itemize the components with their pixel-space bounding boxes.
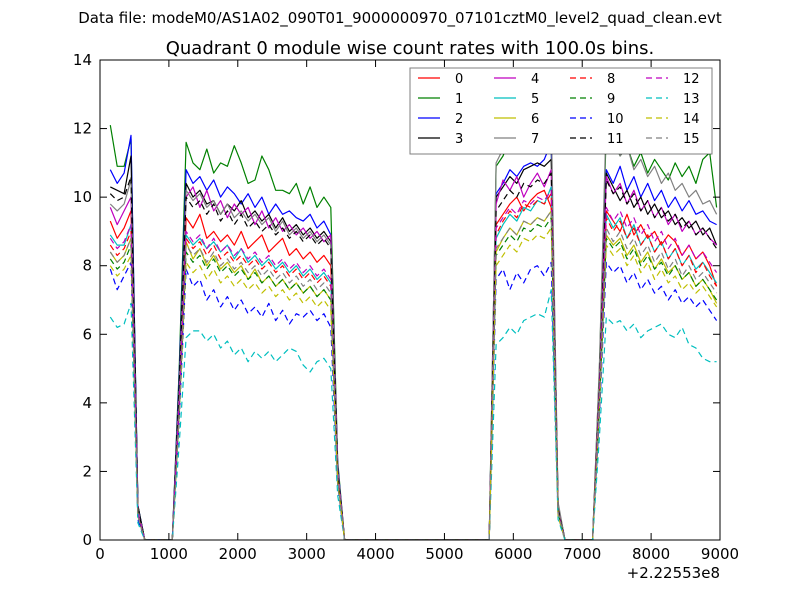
series-line-5 — [109, 186, 718, 540]
axis-ticks: 0 1000 2000 3000 4000 5000 6000 7000 8000 9000 0 2 4… — [73, 51, 739, 563]
legend-item-6: 6 — [494, 112, 539, 127]
y-tick-label: 14 — [73, 51, 92, 69]
legend-label: 10 — [607, 112, 624, 127]
legend-item-11: 11 — [570, 132, 624, 147]
legend-item-1: 1 — [418, 92, 463, 107]
legend-label: 13 — [683, 92, 700, 107]
series-line-3 — [110, 155, 718, 540]
y-tick-label: 4 — [82, 394, 92, 412]
y-tick-label: 6 — [82, 325, 92, 343]
x-tick-label: 4000 — [356, 545, 394, 563]
legend-label: 2 — [455, 112, 463, 127]
legend-label: 1 — [455, 92, 463, 107]
chart-title: Quadrant 0 module wise count rates with … — [166, 38, 655, 59]
x-tick-label: 0 — [95, 545, 105, 563]
y-tick-label: 0 — [82, 531, 92, 549]
legend-label: 9 — [607, 92, 615, 107]
series-line-10 — [109, 261, 718, 540]
legend-label: 3 — [455, 132, 463, 147]
legend-item-2: 2 — [418, 112, 463, 127]
legend-label: 8 — [607, 72, 615, 87]
data-file-header: Data file: modeM0/AS1A02_090T01_90000009… — [78, 9, 722, 28]
legend-item-14: 14 — [646, 112, 700, 127]
x-tick-label: 5000 — [425, 545, 463, 563]
legend-item-15: 15 — [646, 132, 700, 147]
legend-label: 5 — [531, 92, 539, 107]
x-tick-label: 3000 — [288, 545, 326, 563]
series-line-15 — [109, 210, 718, 540]
series-line-12 — [109, 189, 718, 540]
series-line-2 — [109, 134, 717, 540]
y-tick-label: 12 — [73, 120, 92, 138]
legend-item-13: 13 — [646, 92, 700, 107]
legend-label: 15 — [683, 132, 700, 147]
series-line-13 — [109, 289, 717, 540]
legend-item-12: 12 — [646, 72, 700, 87]
legend-item-7: 7 — [494, 132, 539, 147]
plot-area-frame — [99, 59, 721, 541]
x-tick-label: 9000 — [701, 545, 739, 563]
legend-item-0: 0 — [418, 72, 463, 87]
legend-item-4: 4 — [494, 72, 539, 87]
legend-item-10: 10 — [570, 112, 624, 127]
legend-label: 6 — [531, 112, 539, 127]
legend-label: 0 — [455, 72, 463, 87]
series-line-4 — [109, 169, 718, 540]
x-tick-label: 1000 — [150, 545, 188, 563]
legend-label: 7 — [531, 132, 539, 147]
legend-label: 11 — [607, 132, 624, 147]
y-tick-label: 8 — [82, 257, 92, 275]
x-tick-label: 8000 — [632, 545, 670, 563]
x-axis-offset-label: +2.22553e8 — [627, 564, 720, 582]
x-tick-label: 6000 — [494, 545, 532, 563]
legend-label: 4 — [531, 72, 539, 87]
y-tick-label: 10 — [73, 188, 92, 206]
x-tick-label: 2000 — [219, 545, 257, 563]
legend-item-9: 9 — [570, 92, 615, 107]
legend-item-8: 8 — [570, 72, 615, 87]
legend-label: 12 — [683, 72, 700, 87]
legend-frame — [409, 67, 713, 155]
series-line-8 — [109, 193, 718, 540]
legend-item-5: 5 — [494, 92, 539, 107]
series-line-6 — [109, 210, 718, 540]
legend-label: 14 — [683, 112, 700, 127]
series-line-14 — [109, 227, 718, 540]
x-tick-label: 7000 — [563, 545, 601, 563]
legend-item-3: 3 — [418, 132, 463, 147]
y-tick-label: 2 — [82, 462, 92, 480]
